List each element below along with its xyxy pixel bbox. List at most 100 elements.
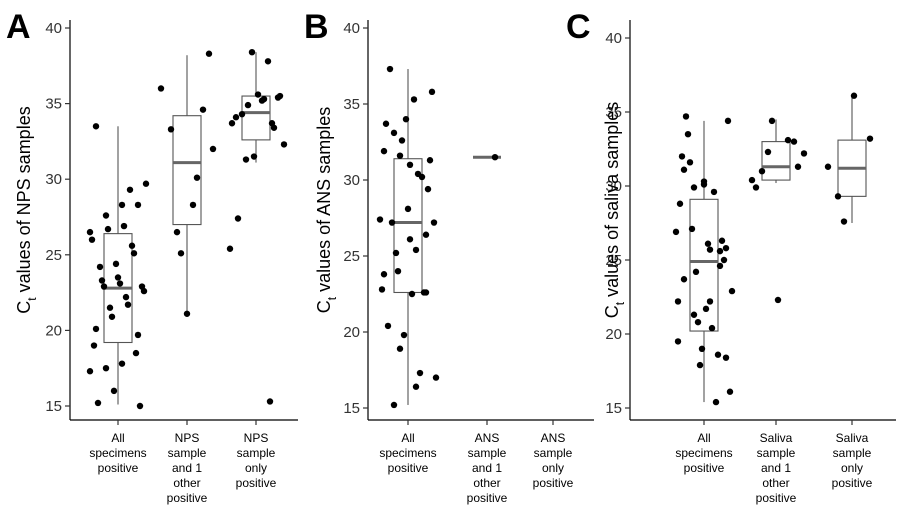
y-tick-label: 30 xyxy=(605,178,622,195)
data-point xyxy=(108,313,116,320)
x-category-label-line: positive xyxy=(832,476,873,490)
data-point xyxy=(794,163,802,170)
data-point xyxy=(157,85,165,92)
box-2 xyxy=(761,119,791,184)
data-point xyxy=(408,290,416,298)
data-point xyxy=(112,260,120,268)
y-axis-title-rest: values of NPS samples xyxy=(14,106,34,297)
data-point xyxy=(130,250,138,257)
data-point xyxy=(392,249,400,257)
y-axis-title-subscript: t xyxy=(325,296,339,300)
box-iqr xyxy=(393,158,423,294)
data-point xyxy=(264,58,272,65)
data-point xyxy=(716,262,724,270)
y-tick-label: 15 xyxy=(605,400,622,417)
x-category-label-line: only xyxy=(542,461,564,475)
y-tick-label: 30 xyxy=(343,172,360,189)
data-point xyxy=(118,201,126,209)
data-point xyxy=(244,101,252,109)
data-point xyxy=(378,286,386,293)
data-point xyxy=(98,277,106,284)
y-tick-label: 15 xyxy=(343,400,360,417)
x-category-label-line: specimens xyxy=(675,446,732,460)
data-point xyxy=(88,236,96,243)
data-point xyxy=(384,322,392,330)
data-point xyxy=(394,268,402,275)
panel-b: B 15 20 25 30 35 40 Ct values of ANS samples All… xyxy=(304,8,594,505)
box-iqr xyxy=(172,115,202,226)
x-category-label: All specimens positive xyxy=(89,431,146,475)
data-point xyxy=(784,136,792,144)
y-axis-title-subscript: t xyxy=(25,297,39,301)
x-category-label-line: sample xyxy=(468,446,507,460)
data-point xyxy=(410,96,418,103)
data-point xyxy=(680,166,688,173)
data-point xyxy=(722,354,730,361)
data-point xyxy=(396,345,404,352)
data-point xyxy=(406,236,414,243)
data-point xyxy=(128,242,136,249)
y-tick-label: 20 xyxy=(45,322,62,339)
x-category-label-line: positive xyxy=(467,491,508,505)
data-point xyxy=(710,188,718,196)
data-point xyxy=(692,268,700,276)
data-point xyxy=(424,185,432,193)
data-point xyxy=(672,228,680,236)
data-point xyxy=(752,184,760,191)
data-point xyxy=(90,342,98,349)
data-point xyxy=(722,244,730,252)
data-point xyxy=(724,117,732,125)
data-point xyxy=(698,345,706,352)
data-point xyxy=(700,178,708,185)
y-tick-label: 20 xyxy=(605,326,622,343)
data-point xyxy=(92,325,100,333)
data-point xyxy=(412,383,420,390)
data-point xyxy=(388,219,396,226)
data-point xyxy=(758,168,766,175)
data-point xyxy=(248,48,256,56)
data-point xyxy=(682,113,690,120)
x-category-label-line: Saliva xyxy=(760,431,793,445)
data-point xyxy=(120,222,128,230)
x-category-label-line: positive xyxy=(236,476,277,490)
data-point xyxy=(380,271,388,278)
data-point xyxy=(116,280,124,287)
data-point xyxy=(768,117,776,125)
data-point xyxy=(426,157,434,164)
y-tick-label: 25 xyxy=(605,252,622,269)
data-point xyxy=(114,274,122,281)
data-point xyxy=(748,176,756,184)
y-axis-title: Ct values of NPS samples xyxy=(14,106,39,313)
data-point xyxy=(106,304,114,311)
data-point xyxy=(404,205,412,213)
x-category-label-line: sample xyxy=(757,446,796,460)
data-point xyxy=(205,50,213,57)
data-point xyxy=(396,152,404,159)
x-category-label: All specimens positive xyxy=(675,431,732,475)
x-category-label-line: sample xyxy=(833,446,872,460)
data-point xyxy=(674,298,682,305)
panel-a: A 15 20 25 30 35 40 Ct values of NPS samples All… xyxy=(6,8,298,505)
data-point xyxy=(728,287,736,295)
data-point xyxy=(118,360,126,367)
data-point xyxy=(720,256,728,264)
box-iqr xyxy=(761,141,791,181)
x-category-label-line: ANS xyxy=(475,431,500,445)
x-category-label-line: only xyxy=(841,461,863,475)
x-category-label-line: NPS xyxy=(175,431,200,445)
data-point xyxy=(126,186,134,193)
data-point xyxy=(422,289,430,296)
x-category-label: NPS sample and 1 other positive xyxy=(167,431,208,505)
data-point xyxy=(726,388,734,395)
x-category-label: Saliva sample only positive xyxy=(832,431,873,490)
y-tick-label: 15 xyxy=(45,398,62,415)
data-point xyxy=(86,228,94,236)
data-point xyxy=(260,95,268,103)
x-category-label-line: and 1 xyxy=(172,461,202,475)
data-point xyxy=(226,245,234,252)
x-category-label-line: positive xyxy=(533,476,574,490)
y-axis-title: Ct values of ANS samples xyxy=(314,107,339,313)
data-point xyxy=(706,298,714,305)
y-axis-title-main: C xyxy=(602,305,622,318)
x-category-label-line: other xyxy=(473,476,500,490)
